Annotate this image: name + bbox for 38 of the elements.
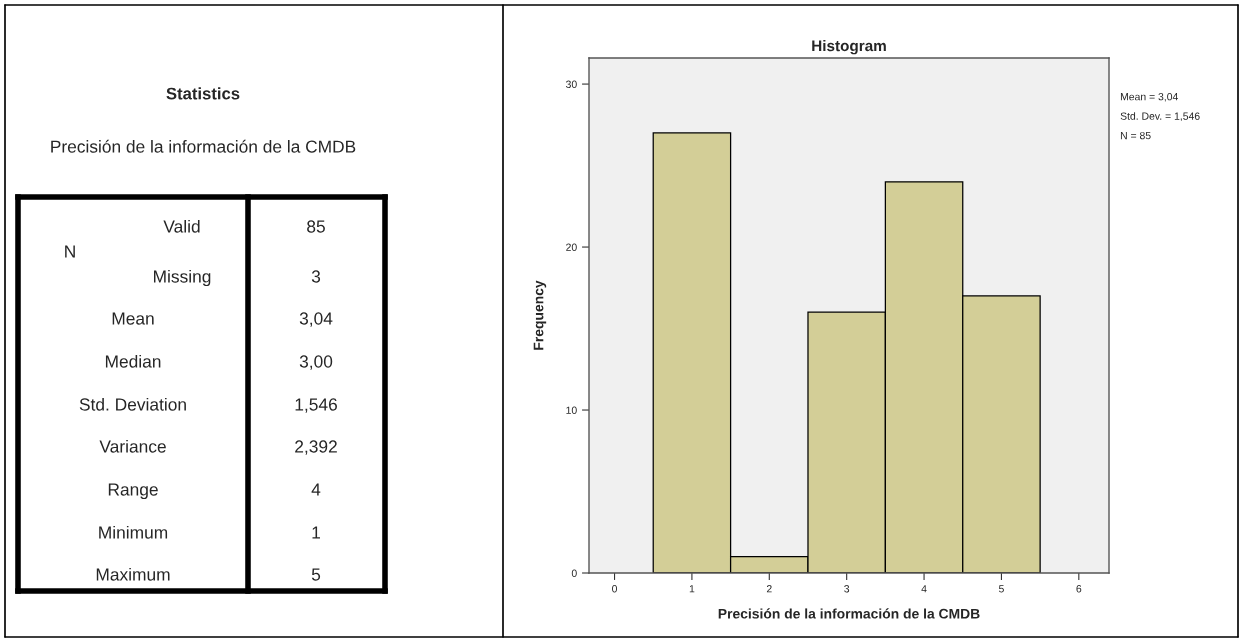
text: 1,546 <box>295 398 337 413</box>
x-axis-title: Precisión de la información de la CMDB <box>718 608 980 619</box>
x-tick-label: 4 <box>921 585 927 593</box>
text: Minimum <box>99 525 168 539</box>
text: Std. Deviation <box>79 397 186 411</box>
x-tick-label: 1 <box>689 585 695 593</box>
y-tick-label: 0 <box>571 569 577 577</box>
text: Std. Dev. = 1,546 <box>1120 112 1200 122</box>
text: 85 <box>307 220 325 233</box>
x-tick-label: 2 <box>766 585 772 593</box>
x-tick-label: 0 <box>612 585 618 593</box>
x-tick-label: 6 <box>1076 585 1082 593</box>
x-tick-label: 5 <box>998 585 1004 593</box>
chart-title: Histogram <box>812 39 886 55</box>
text: 1 <box>312 526 320 539</box>
text: N = 85 <box>1120 131 1151 140</box>
text: 2,392 <box>295 440 337 455</box>
text: Median <box>105 354 161 368</box>
text: Valid <box>163 219 200 233</box>
text: 5 <box>311 568 321 581</box>
text: Precisión de la información de la CMDB <box>51 139 356 153</box>
y-tick-label: 30 <box>566 80 577 88</box>
text: 3 <box>311 270 321 283</box>
text: Statistics <box>166 87 240 100</box>
text: Mean = 3,04 <box>1120 93 1179 102</box>
text: Maximum <box>96 567 170 581</box>
text: Range <box>108 483 158 500</box>
text: Mean <box>112 312 154 325</box>
text: N <box>65 245 75 258</box>
y-axis-title: Frequency <box>533 280 547 350</box>
y-tick-label: 20 <box>566 243 577 251</box>
x-tick-label: 3 <box>844 585 850 593</box>
text: 3,00 <box>299 355 333 370</box>
text: Missing <box>154 269 211 287</box>
y-tick-label: 10 <box>566 406 577 414</box>
text: 3,04 <box>299 312 333 327</box>
text: Variance <box>99 439 166 453</box>
text: 4 <box>311 483 321 496</box>
